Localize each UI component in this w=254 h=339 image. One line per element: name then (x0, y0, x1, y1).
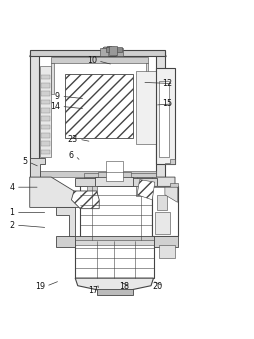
Polygon shape (165, 187, 178, 202)
Bar (156, 51, 165, 177)
Polygon shape (71, 191, 99, 209)
Bar (40, 66, 51, 157)
Text: 9: 9 (55, 92, 60, 101)
Text: 6: 6 (69, 151, 74, 160)
Text: 18: 18 (120, 282, 130, 291)
Bar (41, 100, 50, 104)
Bar (146, 63, 149, 94)
Text: 15: 15 (162, 99, 172, 108)
Bar (69, 236, 160, 241)
Polygon shape (30, 158, 45, 177)
Bar (157, 195, 167, 210)
Bar (97, 290, 133, 295)
Bar (105, 161, 123, 181)
Bar (41, 150, 50, 154)
Bar (136, 71, 156, 144)
Bar (80, 183, 152, 240)
Bar (137, 177, 152, 182)
Bar (75, 240, 153, 245)
Bar (41, 117, 50, 121)
Bar (41, 125, 50, 129)
Bar (41, 83, 50, 88)
Bar (153, 236, 178, 246)
Bar (30, 51, 39, 177)
Text: 17: 17 (88, 286, 98, 295)
Bar (156, 68, 175, 164)
Bar (40, 171, 156, 177)
Polygon shape (142, 177, 175, 195)
Polygon shape (165, 159, 175, 164)
Bar (158, 81, 169, 157)
Bar (41, 92, 50, 96)
Bar (84, 177, 97, 182)
Text: 12: 12 (162, 79, 172, 88)
Text: 2: 2 (9, 221, 14, 230)
Bar (41, 141, 50, 146)
Text: 23: 23 (68, 135, 78, 144)
Bar (105, 47, 122, 52)
Bar (30, 49, 165, 56)
Bar (98, 172, 131, 177)
Polygon shape (152, 183, 178, 187)
Polygon shape (102, 47, 117, 52)
Bar (96, 177, 133, 186)
Bar (116, 48, 123, 56)
Bar (101, 48, 108, 56)
Bar (109, 46, 117, 55)
Bar (41, 133, 50, 138)
Polygon shape (75, 278, 153, 291)
Bar (107, 46, 110, 48)
Bar (75, 240, 153, 278)
Text: 4: 4 (10, 183, 14, 192)
Polygon shape (30, 177, 84, 207)
Bar (103, 47, 116, 52)
Bar (87, 186, 97, 196)
Text: 5: 5 (22, 157, 27, 166)
Bar (136, 186, 146, 196)
Bar (155, 213, 170, 234)
Bar (51, 63, 54, 94)
Text: 20: 20 (152, 282, 162, 291)
Text: 1: 1 (10, 208, 14, 217)
Bar (75, 178, 157, 186)
Bar (51, 57, 149, 63)
Bar (41, 75, 50, 79)
Bar (65, 74, 133, 138)
Text: 10: 10 (87, 56, 97, 65)
Text: 14: 14 (50, 102, 60, 111)
Bar (84, 173, 156, 177)
Bar (41, 108, 50, 113)
Polygon shape (56, 207, 75, 236)
Text: 19: 19 (35, 282, 45, 291)
Bar (152, 186, 178, 236)
Polygon shape (137, 180, 155, 200)
Bar (158, 245, 175, 258)
Bar (56, 236, 75, 246)
